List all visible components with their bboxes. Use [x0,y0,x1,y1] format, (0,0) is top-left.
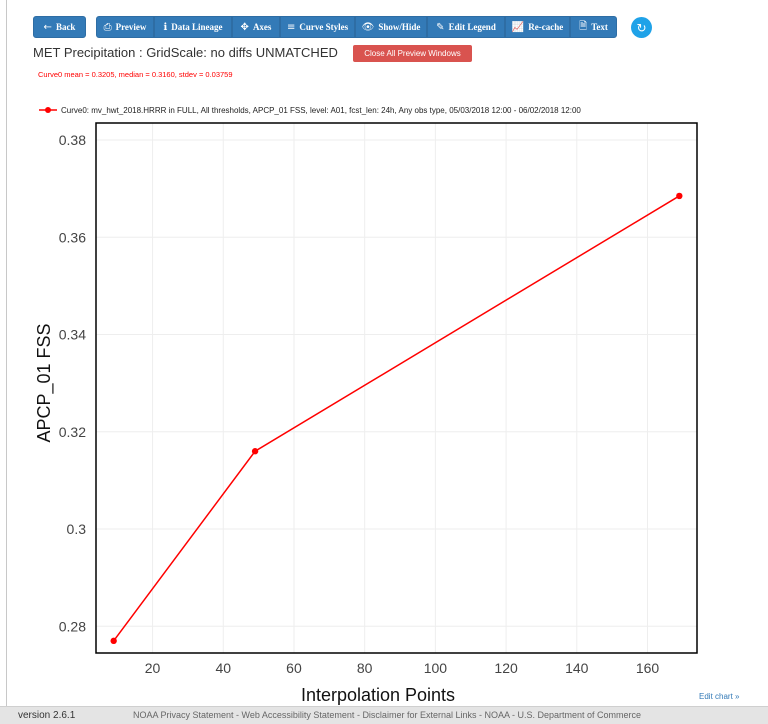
y-tick-label: 0.36 [59,229,86,245]
footer-link[interactable]: NOAA [484,710,510,720]
line-chart-icon: 📈 [511,21,525,33]
footer-separator: - [233,710,242,720]
data-point[interactable] [110,637,117,645]
y-tick-label: 0.32 [59,424,86,440]
data-lineage-button-label: Data Lineage [171,22,223,32]
show-hide-button[interactable]: 👁 Show/Hide [355,16,427,38]
back-button[interactable]: ← Back [33,16,86,38]
x-tick-label: 40 [215,660,231,676]
pencil-icon: ✎ [436,21,445,33]
footer-link[interactable]: NOAA Privacy Statement [133,710,234,720]
grid [96,123,697,653]
data-point[interactable] [251,448,259,455]
fss-line-chart[interactable]: 20 40 60 80 100 120 140 160 0.28 0.3 0.32 0.34 0.36… [0,0,768,706]
x-axis-title: Interpolation Points [301,685,455,705]
footer-links: NOAA Privacy Statement - Web Accessibili… [133,710,641,720]
x-axis-ticks: 20 40 60 80 100 120 140 160 [145,660,660,676]
legend-marker [45,107,51,113]
y-tick-label: 0.3 [67,521,87,537]
y-tick-label: 0.28 [59,618,86,634]
x-tick-label: 100 [424,660,448,676]
series-line [113,195,680,642]
refresh-icon: ↻ [636,20,647,35]
axes-button[interactable]: ✥ Axes [232,16,280,38]
re-cache-button[interactable]: 📈 Re-cache [505,16,570,38]
legend-entry[interactable]: Curve0: mv_hwt_2018.HRRR in FULL, All th… [61,106,581,115]
y-axis-ticks: 0.28 0.3 0.32 0.34 0.36 0.38 [59,132,86,634]
x-tick-label: 60 [286,660,302,676]
x-tick-label: 140 [565,660,589,676]
series-curve0 [110,192,683,645]
preview-button[interactable]: ⎙ Preview [96,16,154,38]
footer-link[interactable]: Web Accessibility Statement [241,710,355,720]
y-tick-label: 0.34 [59,327,86,343]
plot-frame [95,122,698,654]
plot-title: MET Precipitation : GridScale: no diffs … [33,45,338,60]
x-tick-label: 120 [494,660,518,676]
footer-link[interactable]: Disclaimer for External Links [362,710,477,720]
curve-stats: Curve0 mean = 0.3205, median = 0.3160, s… [38,70,233,79]
footer-separator: - [509,710,518,720]
version-label: version 2.6.1 [18,710,76,721]
edit-legend-button-label: Edit Legend [448,22,496,32]
close-all-preview-windows-button[interactable]: Close All Preview Windows [353,45,472,62]
edit-legend-button[interactable]: ✎ Edit Legend [427,16,505,38]
show-hide-button-label: Show/Hide [378,22,421,32]
back-button-label: Back [55,22,76,32]
footer-separator: - [354,710,363,720]
curve-styles-button-label: Curve Styles [299,22,349,32]
y-tick-label: 0.38 [59,132,86,148]
footer: version 2.6.1 NOAA Privacy Statement - W… [0,706,768,724]
x-tick-label: 20 [145,660,161,676]
print-icon: ⎙ [103,21,112,33]
data-lineage-button[interactable]: ℹ Data Lineage [154,16,232,38]
eye-icon: 👁 [361,21,375,33]
footer-separator: - [476,710,485,720]
file-text-icon: 🗎 [579,20,588,32]
x-tick-label: 160 [636,660,660,676]
list-icon: ≡ [286,21,296,33]
axes-button-label: Axes [252,22,272,32]
preview-button-label: Preview [115,22,147,32]
edit-chart-link[interactable]: Edit chart » [699,692,740,701]
refresh-button[interactable]: ↻ [631,17,652,38]
arrow-left-icon: ← [43,21,52,33]
info-icon: ℹ [163,21,168,33]
page-frame [6,0,768,706]
curve-styles-button[interactable]: ≡ Curve Styles [280,16,355,38]
data-point[interactable] [676,192,683,200]
move-arrows-icon: ✥ [240,21,249,33]
text-button-label: Text [591,22,608,32]
text-button[interactable]: 🗎 Text [570,16,617,38]
y-axis-title: APCP_01 FSS [34,323,55,442]
footer-link[interactable]: U.S. Department of Commerce [517,710,642,720]
re-cache-button-label: Re-cache [528,22,564,32]
x-tick-label: 80 [357,660,373,676]
